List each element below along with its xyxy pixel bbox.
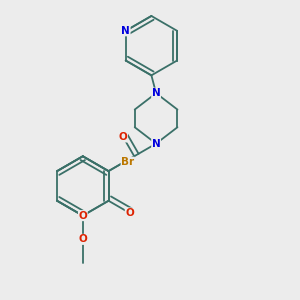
Text: O: O: [78, 211, 87, 220]
Text: N: N: [121, 26, 130, 36]
Text: N: N: [152, 88, 161, 98]
Text: O: O: [125, 208, 134, 218]
Text: O: O: [78, 234, 87, 244]
Text: O: O: [119, 132, 128, 142]
Text: N: N: [152, 139, 161, 148]
Text: Br: Br: [121, 157, 134, 167]
